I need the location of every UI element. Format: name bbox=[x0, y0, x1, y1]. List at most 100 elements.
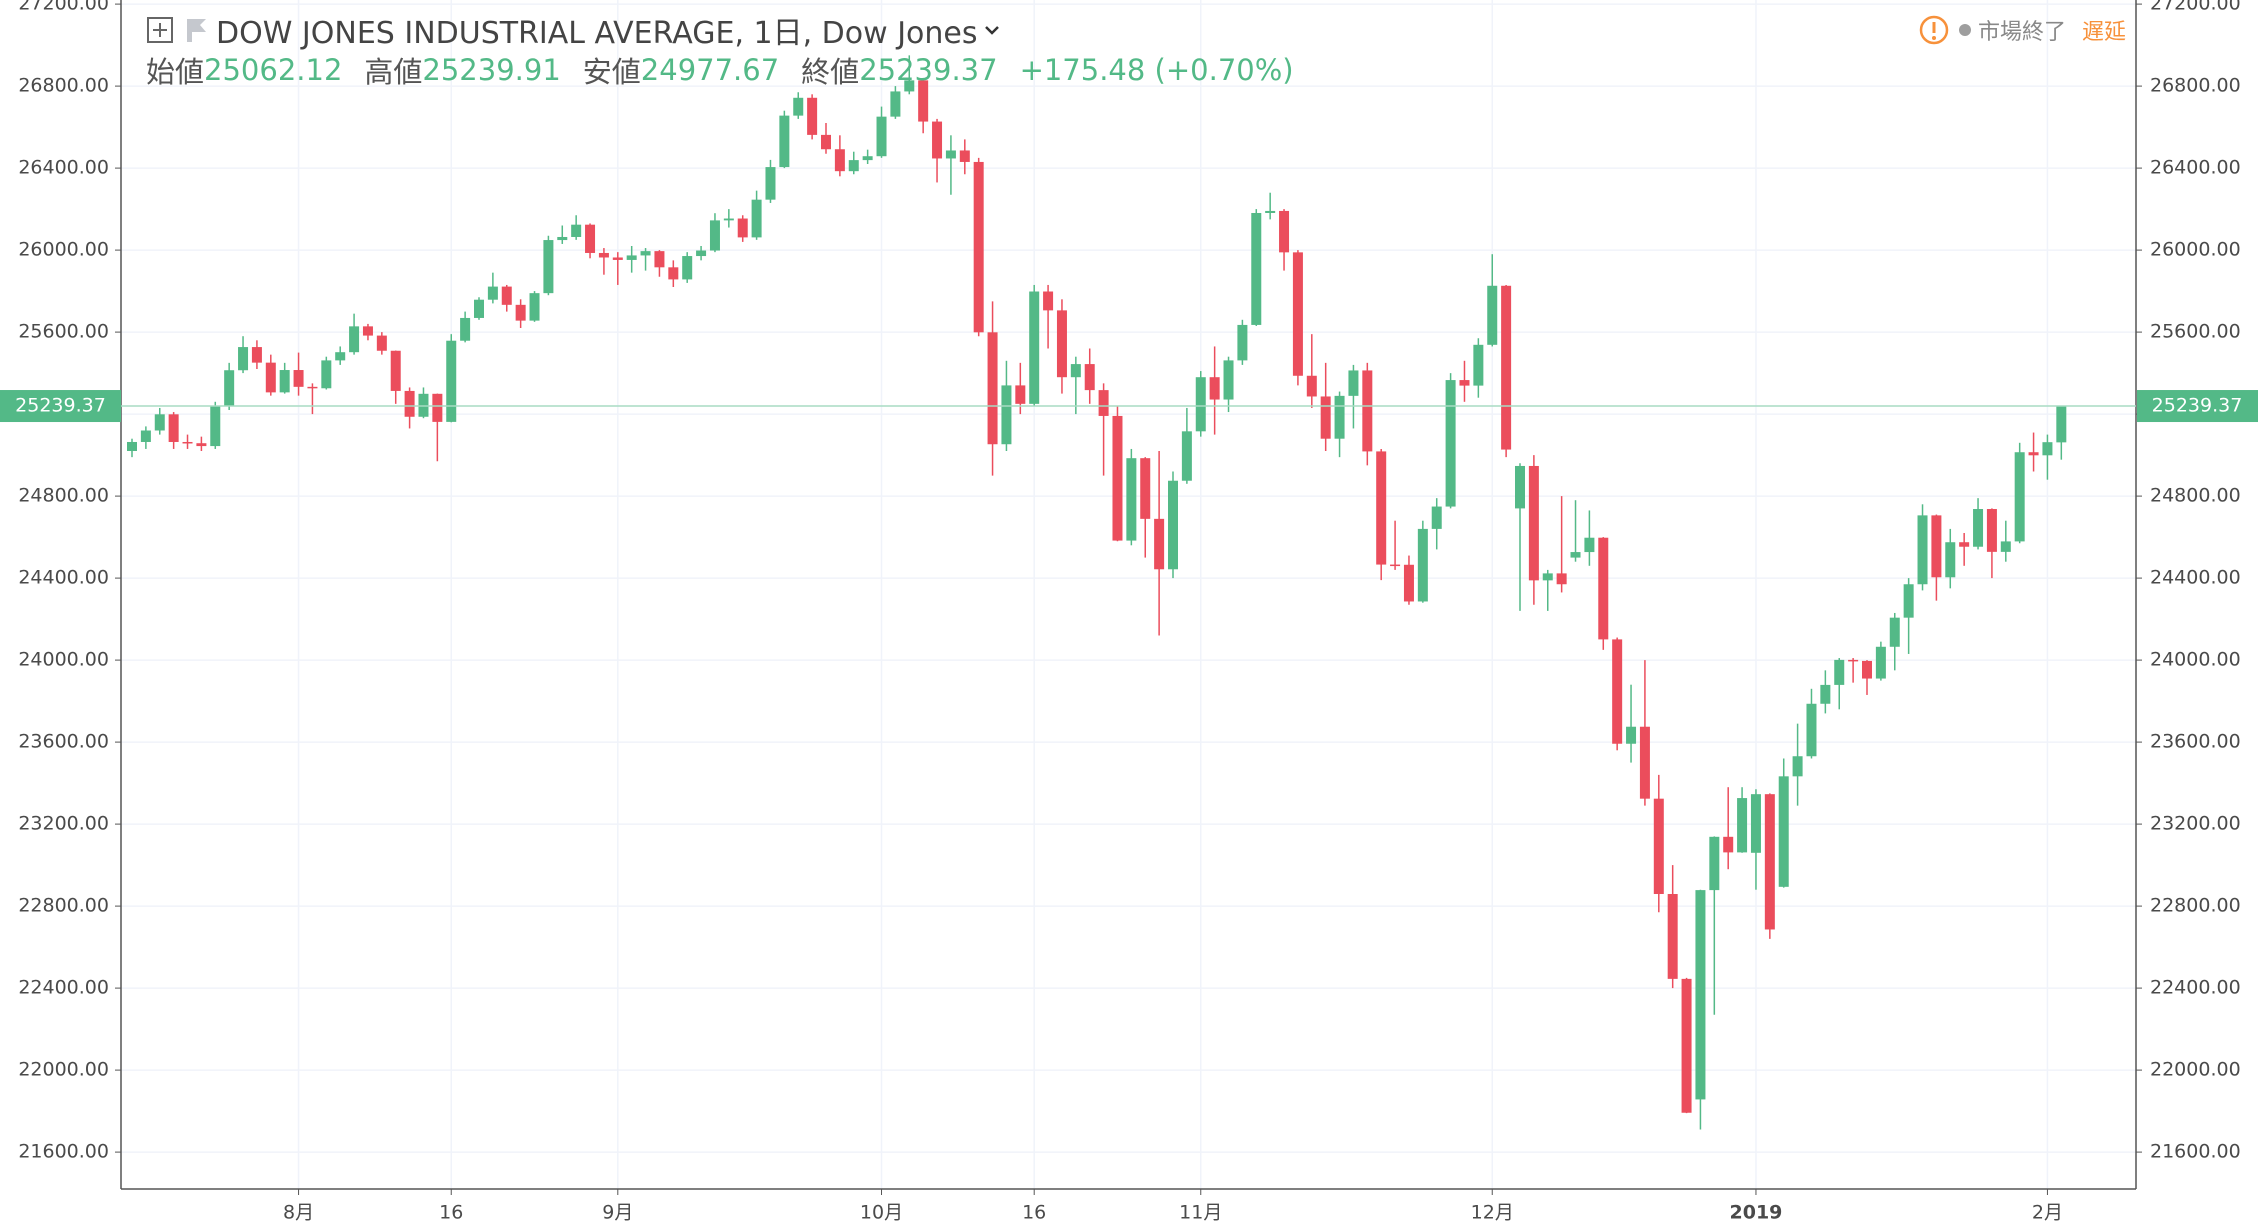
candle-body bbox=[1473, 344, 1484, 386]
candle-body bbox=[1487, 285, 1498, 345]
change: +175.48 (+0.70%) bbox=[1019, 53, 1294, 87]
candle-body bbox=[238, 347, 249, 371]
candle-body bbox=[210, 405, 221, 447]
y-tick-label: 25600.00 bbox=[18, 321, 109, 343]
candle-body bbox=[1403, 564, 1414, 602]
price-label-bg bbox=[2137, 390, 2258, 423]
candle-body bbox=[1209, 377, 1220, 400]
candle-body bbox=[390, 350, 401, 391]
candle-body bbox=[1431, 506, 1442, 529]
status-dot bbox=[1958, 24, 1971, 36]
title-row: DOW JONES INDUSTRIAL AVERAGE, 1日, Dow Jo… bbox=[146, 10, 1294, 51]
candle-body bbox=[1695, 890, 1706, 1100]
x-tick-label: 9月 bbox=[602, 1202, 633, 1224]
expand-icon[interactable] bbox=[146, 15, 176, 45]
candle-body bbox=[779, 115, 790, 168]
warning-icon[interactable] bbox=[1918, 14, 1950, 46]
candle-body bbox=[2014, 452, 2025, 542]
y2-tick-label: 22400.00 bbox=[2150, 977, 2241, 999]
candle-body bbox=[2056, 406, 2067, 443]
candle-body bbox=[1362, 370, 1373, 452]
candle-body bbox=[1126, 458, 1137, 541]
y-tick-label: 26400.00 bbox=[18, 157, 109, 179]
high-label: 高値 bbox=[364, 55, 423, 89]
candle-body bbox=[904, 80, 915, 92]
candle-body bbox=[834, 149, 845, 172]
candle-body bbox=[793, 97, 804, 116]
candle-body bbox=[529, 293, 540, 321]
candle-body bbox=[321, 360, 332, 389]
candle-body bbox=[1015, 385, 1026, 404]
candle-body bbox=[501, 286, 512, 305]
price-label: 25239.37 bbox=[15, 395, 106, 417]
candle-body bbox=[1029, 291, 1040, 404]
candle-body bbox=[1792, 756, 1803, 777]
delay[interactable]: 遅延 bbox=[2081, 20, 2126, 45]
dropdown-icon[interactable] bbox=[982, 20, 1002, 40]
low-value: 24977.67 bbox=[640, 53, 780, 87]
candle-body bbox=[1723, 836, 1734, 853]
x-tick-label: 12月 bbox=[1471, 1202, 1514, 1224]
y-tick-label: 23200.00 bbox=[18, 813, 109, 835]
candle-body bbox=[1084, 364, 1095, 391]
candle-body bbox=[168, 414, 179, 442]
y2-tick-label: 22800.00 bbox=[2150, 895, 2241, 917]
candle-body bbox=[2000, 541, 2011, 552]
candle-body bbox=[640, 251, 651, 256]
candle-body bbox=[945, 150, 956, 159]
price-label-bg bbox=[0, 390, 121, 423]
y2-tick-label: 21600.00 bbox=[2150, 1141, 2241, 1163]
market-status: 市場終了 bbox=[1977, 20, 2066, 45]
candle-body bbox=[1376, 451, 1387, 565]
candle-body bbox=[1834, 659, 1845, 685]
candle-body bbox=[335, 352, 346, 361]
candle-body bbox=[973, 161, 984, 333]
candle-body bbox=[696, 250, 707, 257]
candle-body bbox=[1112, 415, 1123, 541]
candle-body bbox=[626, 255, 637, 260]
candle-body bbox=[2042, 442, 2053, 456]
candle-body bbox=[1681, 978, 1692, 1113]
candle-body bbox=[1251, 212, 1262, 325]
candle-body bbox=[1306, 375, 1317, 397]
y2-tick-label: 22000.00 bbox=[2150, 1059, 2241, 1081]
y2-tick-label: 24000.00 bbox=[2150, 649, 2241, 671]
low-label: 安値 bbox=[582, 55, 641, 89]
candle-body bbox=[376, 335, 387, 351]
candle-body bbox=[1001, 385, 1012, 445]
candle-body bbox=[1140, 458, 1151, 519]
candle-body bbox=[279, 370, 290, 393]
chart-title[interactable]: DOW JONES INDUSTRIAL AVERAGE, 1日, Dow Jo… bbox=[216, 16, 978, 51]
candle-body bbox=[432, 393, 443, 422]
candle-body bbox=[1750, 794, 1761, 853]
candle-body bbox=[487, 286, 498, 300]
flag-icon[interactable] bbox=[184, 15, 210, 45]
candle-body bbox=[1709, 836, 1720, 891]
candle-body bbox=[585, 224, 596, 253]
candle-body bbox=[1667, 894, 1678, 979]
y2-tick-label: 24800.00 bbox=[2150, 485, 2241, 507]
y-tick-label: 22000.00 bbox=[18, 1059, 109, 1081]
candle-body bbox=[862, 156, 873, 161]
candle-body bbox=[1390, 564, 1401, 567]
candle-body bbox=[1515, 465, 1525, 509]
candle-body bbox=[612, 257, 623, 260]
candle-body bbox=[1459, 380, 1470, 386]
y-tick-label: 26800.00 bbox=[18, 75, 109, 97]
candle-body bbox=[196, 443, 207, 447]
price-label: 25239.37 bbox=[2152, 395, 2243, 417]
y2-tick-label: 23200.00 bbox=[2150, 813, 2241, 835]
candle-body bbox=[668, 267, 679, 280]
x-tick-label: 8月 bbox=[283, 1202, 314, 1224]
y2-tick-label: 24400.00 bbox=[2150, 567, 2241, 589]
x-tick-label: 2月 bbox=[2032, 1202, 2063, 1224]
candle-body bbox=[848, 160, 859, 172]
candle-body bbox=[1973, 509, 1984, 547]
candle-body bbox=[224, 370, 235, 406]
candle-body bbox=[598, 252, 609, 258]
candle-body bbox=[307, 386, 318, 389]
candle-body bbox=[1056, 310, 1067, 378]
candle-body bbox=[446, 340, 457, 422]
y-tick-label: 26000.00 bbox=[18, 239, 109, 261]
candle-body bbox=[751, 199, 762, 238]
